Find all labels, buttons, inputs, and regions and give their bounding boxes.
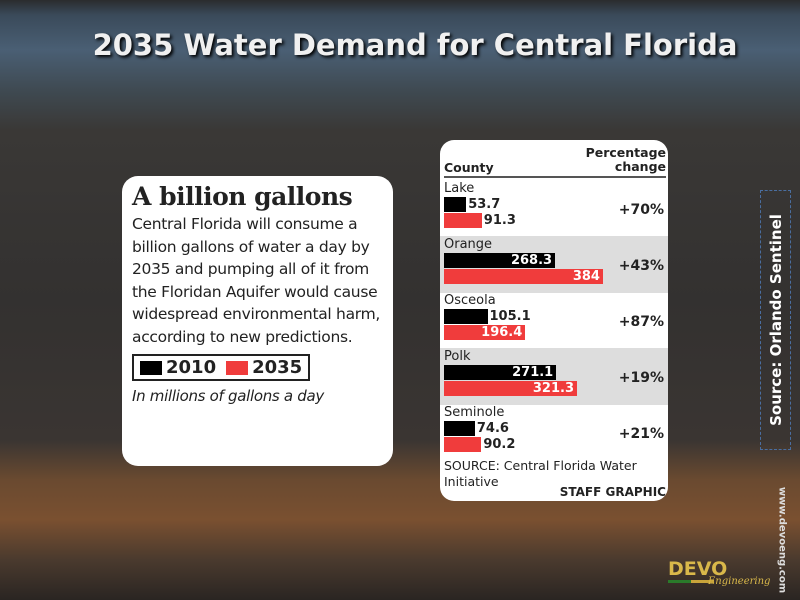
county-label: Osceola xyxy=(444,293,496,308)
website: www.devoeng.com xyxy=(776,486,788,594)
value-label: 196.4 xyxy=(481,325,523,340)
source-box: Source: Orlando Sentinel xyxy=(760,190,791,450)
bar-2010-seminole: 74.6 xyxy=(444,421,509,436)
value-label: 90.2 xyxy=(483,437,516,452)
card-heading: A billion gallons xyxy=(132,182,353,211)
pct-change: +87% xyxy=(618,314,664,330)
value-label: 271.1 xyxy=(512,365,554,380)
slide-title: 2035 Water Demand for Central Florida xyxy=(92,28,738,62)
bar-2035-osceola: 196.4 xyxy=(444,325,526,340)
devo-logo: DEVO Engineering xyxy=(668,558,771,587)
legend-label-2010: 2010 xyxy=(166,357,217,378)
chart-card: County Percentage change Lake +70% 53.7 91.… xyxy=(440,140,668,501)
value-label: 74.6 xyxy=(476,421,509,436)
legend-label-2035: 2035 xyxy=(252,357,303,378)
col-county: County xyxy=(444,160,494,175)
value-label: 53.7 xyxy=(468,197,501,212)
legend: 2010 2035 xyxy=(132,354,311,381)
chart-row-seminole: Seminole +21% 74.6 90.2 xyxy=(440,404,668,461)
chart-header: County Percentage change xyxy=(444,146,666,178)
pct-change: +43% xyxy=(618,258,664,274)
bar-2035-polk: 321.3 xyxy=(444,381,578,396)
value-label: 105.1 xyxy=(489,309,531,324)
summary-card: A billion gallons Central Florida will c… xyxy=(122,176,393,466)
county-label: Seminole xyxy=(444,405,505,420)
chart-row-osceola: Osceola +87% 105.1 196.4 xyxy=(440,292,668,349)
col-pct: Percentage change xyxy=(585,145,666,174)
chart-row-orange: Orange +43% 268.3 384 xyxy=(440,236,668,293)
bar-2035-seminole: 90.2 xyxy=(444,437,515,452)
bar-2010-osceola: 105.1 xyxy=(444,309,531,324)
value-label: 268.3 xyxy=(510,253,553,268)
pct-change: +19% xyxy=(618,370,664,386)
value-label: 321.3 xyxy=(532,381,575,396)
chart-row-lake: Lake +70% 53.7 91.3 xyxy=(440,180,668,237)
card-body: Central Florida will consume a billion g… xyxy=(132,215,380,346)
chart-credit: STAFF GRAPHIC xyxy=(559,485,666,499)
unit-note: In millions of gallons a day xyxy=(132,387,324,405)
legend-swatch-2010 xyxy=(140,360,162,375)
pct-change: +70% xyxy=(618,202,664,218)
county-label: Orange xyxy=(444,237,493,252)
chart-row-polk: Polk +19% 271.1 321.3 xyxy=(440,348,668,405)
bar-2010-polk: 271.1 xyxy=(444,365,557,380)
pct-change: +21% xyxy=(618,426,664,442)
county-label: Polk xyxy=(444,349,471,364)
legend-swatch-2035 xyxy=(226,360,249,375)
source-text: Source: Orlando Sentinel xyxy=(766,214,785,426)
value-label: 384 xyxy=(572,269,600,284)
county-label: Lake xyxy=(444,181,475,196)
value-label: 91.3 xyxy=(483,213,516,228)
bar-2035-orange: 384 xyxy=(444,269,603,284)
bar-2010-orange: 268.3 xyxy=(444,253,556,268)
bar-2010-lake: 53.7 xyxy=(444,197,500,212)
bar-2035-lake: 91.3 xyxy=(444,213,516,228)
chart-source: SOURCE: Central Florida Water Initiative xyxy=(444,458,637,489)
